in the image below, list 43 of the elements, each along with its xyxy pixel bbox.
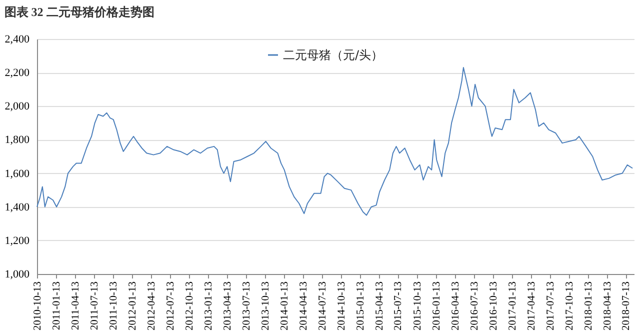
y-tick-label: 2,200 bbox=[4, 67, 30, 80]
x-tick-label: 2013-01-13 bbox=[204, 282, 215, 330]
x-tick-label: 2017-10-13 bbox=[564, 282, 576, 330]
x-tick-label: 2018-04-13 bbox=[602, 282, 614, 330]
line-series bbox=[36, 67, 634, 216]
y-tick-label: 1,600 bbox=[4, 168, 30, 180]
x-tick-label: 2011-07-13 bbox=[89, 282, 100, 330]
y-tick-label: 2,000 bbox=[4, 100, 30, 113]
x-tick-label: 2016-01-13 bbox=[431, 282, 442, 330]
chart-title: 图表 32 二元母猪价格走势图 bbox=[4, 5, 154, 19]
y-tick-label: 1,800 bbox=[4, 134, 30, 146]
x-tick-label: 2012-04-13 bbox=[146, 282, 158, 330]
y-tick-label: 1,000 bbox=[4, 268, 30, 280]
x-tick-label: 2012-10-13 bbox=[184, 282, 196, 330]
x-tick-label: 2017-01-13 bbox=[508, 282, 519, 330]
x-tick-label: 2017-07-13 bbox=[545, 282, 556, 330]
x-tick-label: 2018-01-13 bbox=[584, 282, 595, 330]
y-tick-label: 1,400 bbox=[4, 201, 30, 214]
y-tick-label: 1,200 bbox=[4, 234, 30, 247]
x-tick-label: 2011-01-13 bbox=[52, 282, 63, 330]
x-tick-label: 2011-04-13 bbox=[70, 282, 82, 330]
x-tick-label: 2014-01-13 bbox=[280, 282, 291, 330]
x-tick-label: 2015-04-13 bbox=[374, 282, 386, 330]
x-tick-label: 2010-10-13 bbox=[32, 282, 44, 330]
x-tick-label: 2017-04-13 bbox=[526, 282, 538, 330]
x-tick-label: 2013-04-13 bbox=[222, 282, 234, 330]
x-tick-label: 2016-04-13 bbox=[450, 282, 462, 330]
x-tick-label: 2013-10-13 bbox=[260, 282, 272, 330]
x-tick-label: 2012-01-13 bbox=[128, 282, 139, 330]
x-tick-label: 2018-07-13 bbox=[621, 282, 632, 330]
x-tick-label: 2014-07-13 bbox=[317, 282, 328, 330]
x-tick-label: 2015-07-13 bbox=[393, 282, 404, 330]
y-tick-label: 2,400 bbox=[4, 34, 30, 46]
x-tick-label: 2011-10-13 bbox=[108, 282, 120, 330]
x-tick-label: 2014-10-13 bbox=[336, 282, 348, 330]
x-tick-label: 2016-07-13 bbox=[469, 282, 480, 330]
x-tick-label: 2012-07-13 bbox=[165, 282, 176, 330]
x-tick-label: 2015-10-13 bbox=[412, 282, 424, 330]
legend-label: 二元母猪（元/头） bbox=[283, 48, 384, 62]
x-tick-label: 2016-10-13 bbox=[488, 282, 500, 330]
x-tick-label: 2015-01-13 bbox=[356, 282, 367, 330]
x-tick-label: 2014-04-13 bbox=[298, 282, 310, 330]
x-tick-label: 2013-07-13 bbox=[241, 282, 252, 330]
